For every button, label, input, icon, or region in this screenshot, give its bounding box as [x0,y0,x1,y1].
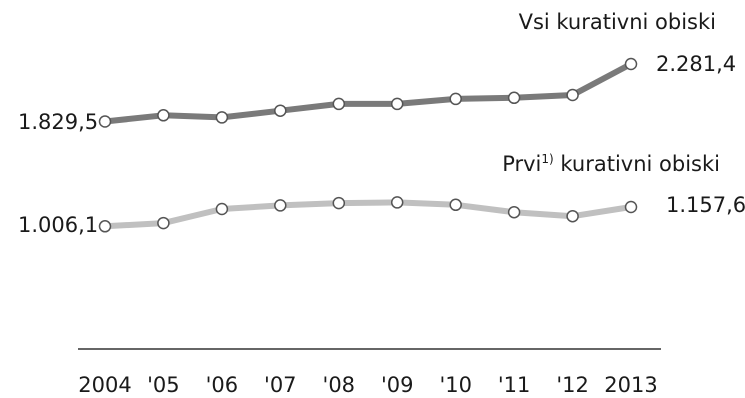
series-2-point [390,196,404,209]
series-1-point [332,97,346,111]
series-2-point [157,216,170,230]
series-2-point [449,198,462,212]
series-2-point [215,202,229,216]
x-tick-label: '08 [323,373,356,397]
series-1-point [624,57,638,71]
series-1-point [215,111,229,124]
x-tick-label: '09 [381,373,414,397]
series-1-end-label: 2.281,4 [656,52,736,76]
x-tick-label: '12 [556,373,589,397]
x-tick-labels: 2004 '05 '06 '07 '08 '09 '10 '11 '12 2013 [78,373,657,397]
x-tick-label: '10 [439,373,472,397]
x-tick-label: 2004 [78,373,131,397]
series-2-point [507,205,521,219]
series-2-name: Prvi1) kurativni obiski [502,152,720,176]
x-tick-label: 2013 [604,373,657,397]
series-2-point [274,199,287,212]
series-1-point [274,104,287,117]
x-tick-label: '06 [206,373,239,397]
x-tick-label: '05 [147,373,180,397]
x-tick-label: '11 [498,373,531,397]
series-1-line [102,61,634,125]
series-1-point [157,109,170,122]
series-2-point [332,196,346,210]
series-1-point [98,115,112,128]
series-2-start-label: 1.006,1 [18,213,98,237]
series-1-name: Vsi kurativni obiski [519,10,716,34]
series-1-point [390,97,404,111]
series-2-point [566,209,579,223]
series-2-name-sup: 1) [541,152,553,166]
series-2-line [102,199,634,230]
series-1-point [566,88,579,102]
series-2-name-main: Prvi [502,152,541,176]
series-2-end-label: 1.157,6 [666,193,745,217]
series-2-point [624,200,638,214]
series-1-point [449,92,462,106]
series-layer [98,57,638,233]
series-2-name-rest: kurativni obiski [554,152,720,176]
series-2-point [98,220,112,233]
series-1-point [507,91,521,105]
x-tick-label: '07 [264,373,297,397]
series-1-start-label: 1.829,5 [18,110,98,134]
